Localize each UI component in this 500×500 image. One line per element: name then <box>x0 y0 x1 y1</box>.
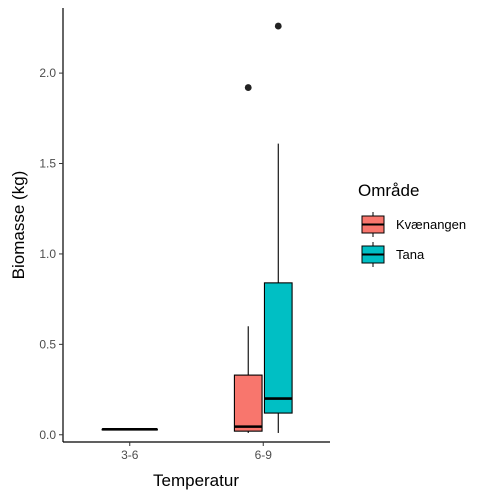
legend-title: Område <box>358 181 419 200</box>
legend-entry-kvænangen: Kvænangen <box>361 212 466 237</box>
box-body <box>263 282 293 414</box>
x-tick-label: 6-9 <box>255 448 273 462</box>
box-tana-3-6 <box>101 428 158 431</box>
axes <box>62 8 330 443</box>
legend-label: Tana <box>396 247 425 262</box>
outlier-point <box>244 84 252 91</box>
y-tick-label: 0.5 <box>39 337 56 351</box>
box-tana-6-9 <box>263 22 293 433</box>
outlier-point <box>274 22 282 30</box>
y-tick-label: 2.0 <box>39 66 56 80</box>
legend: Område Kvænangen Tana <box>358 181 466 267</box>
x-tick-label: 3-6 <box>121 448 139 462</box>
legend-label: Kvænangen <box>396 217 466 232</box>
y-tick-label: 0.0 <box>39 428 56 442</box>
box-body <box>233 374 263 432</box>
x-ticks: 3-6 6-9 <box>121 442 272 462</box>
legend-entry-tana: Tana <box>361 242 425 267</box>
plot-area <box>101 22 293 433</box>
y-tick-label: 1.5 <box>39 157 56 171</box>
y-axis-title: Biomasse (kg) <box>9 171 28 280</box>
y-tick-label: 1.0 <box>39 247 56 261</box>
x-axis-title: Temperatur <box>153 471 239 490</box>
y-ticks: 0.0 0.5 1.0 1.5 2.0 <box>39 66 63 442</box>
box-kvænangen-6-9 <box>233 84 263 433</box>
